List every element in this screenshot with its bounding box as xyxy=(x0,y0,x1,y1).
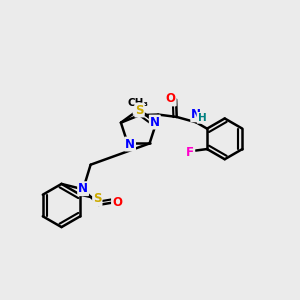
Text: N: N xyxy=(134,101,144,114)
Text: N: N xyxy=(150,116,160,129)
Text: N: N xyxy=(78,182,88,195)
Text: S: S xyxy=(93,192,102,206)
Text: S: S xyxy=(135,103,144,117)
Text: N: N xyxy=(125,137,135,151)
Text: F: F xyxy=(186,146,194,159)
Text: N: N xyxy=(191,108,201,122)
Text: O: O xyxy=(166,92,176,106)
Text: O: O xyxy=(112,196,122,209)
Text: CH₃: CH₃ xyxy=(128,98,149,109)
Text: H: H xyxy=(197,113,206,123)
